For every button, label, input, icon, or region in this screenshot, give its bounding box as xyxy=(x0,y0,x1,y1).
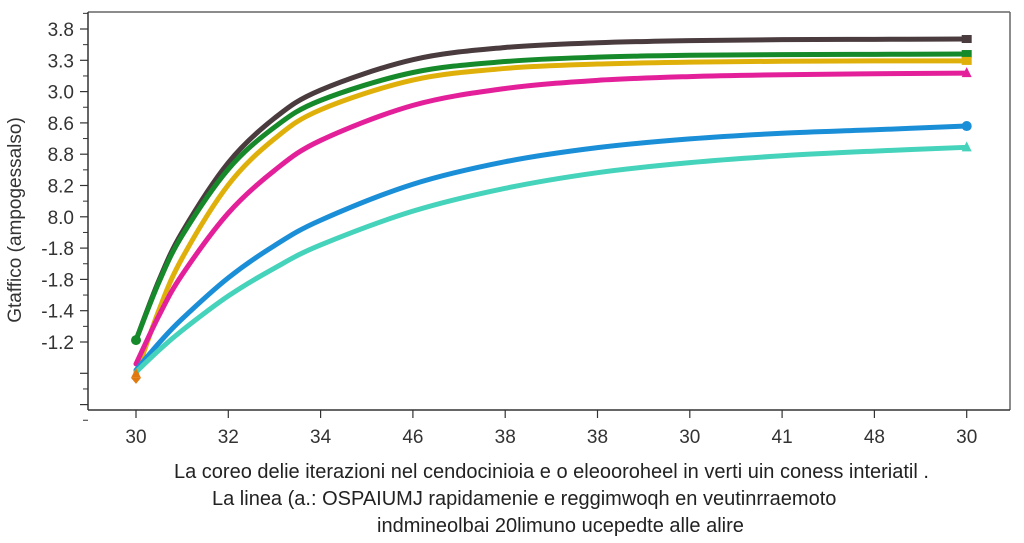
series-line-6 xyxy=(133,144,970,375)
caption-line-2: La linea (a.: OSPAIUMJ rapidamenie e reg… xyxy=(212,488,837,510)
end-marker-3 xyxy=(961,56,972,65)
y-tick-label: -1.4 xyxy=(41,302,74,323)
y-tick-label: 3.3 xyxy=(48,51,74,72)
x-tick-label: 46 xyxy=(402,427,423,448)
series-line-2 xyxy=(133,51,970,343)
start-marker-orange xyxy=(131,367,141,378)
caption-line-3: indmineolbai 20limuno ucepedte alle alir… xyxy=(377,515,744,537)
series-line-4 xyxy=(133,70,970,367)
x-axis: 30 32 34 46 38 38 30 41 48 30 xyxy=(125,410,977,448)
line-chart: -1.2 -1.4 -1.8 -1.8 8.0 8.2 8.8 8.6 3.0 3.3 3.8 30… xyxy=(5,11,1011,448)
y-tick-label: 8.2 xyxy=(48,177,74,198)
caption-line-1: La coreo delie iterazioni nel cendocinio… xyxy=(174,461,929,483)
x-tick-label: 34 xyxy=(310,427,332,448)
end-marker-2 xyxy=(961,50,972,59)
x-tick-label: 30 xyxy=(679,427,700,448)
x-tick-label: 41 xyxy=(772,427,793,448)
y-tick-label: -1.2 xyxy=(41,333,74,354)
start-marker-orange-lower xyxy=(131,377,141,384)
y-tick-label: 8.8 xyxy=(48,145,74,166)
y-tick-label: 3.0 xyxy=(48,83,74,104)
y-tick-label: 8.0 xyxy=(48,208,74,229)
y-tick-label: -1.8 xyxy=(41,239,74,260)
plot-frame xyxy=(87,11,1011,411)
x-tick-label: 38 xyxy=(495,427,516,448)
x-tick-label: 30 xyxy=(125,427,146,448)
y-axis-label: Gtaffico (ampogessalso) xyxy=(5,117,26,323)
y-tick-label: 3.8 xyxy=(48,20,74,41)
series-markers xyxy=(131,35,972,384)
x-tick-label: 48 xyxy=(864,427,885,448)
end-marker-1 xyxy=(961,35,972,44)
y-tick-label: 8.6 xyxy=(48,114,74,135)
series-line-5 xyxy=(133,123,970,373)
series-line-3 xyxy=(133,58,970,378)
y-axis: -1.2 -1.4 -1.8 -1.8 8.0 8.2 8.8 8.6 3.0 3.3 3.8 xyxy=(41,12,88,421)
x-tick-label: 30 xyxy=(956,427,977,448)
series-lines xyxy=(133,36,970,378)
x-tick-label: 32 xyxy=(218,427,239,448)
end-marker-6 xyxy=(961,141,972,152)
start-marker-2 xyxy=(131,335,141,346)
end-marker-4 xyxy=(961,67,972,78)
y-tick-label: -1.8 xyxy=(41,270,74,291)
x-tick-label: 38 xyxy=(587,427,608,448)
end-marker-5 xyxy=(961,121,972,132)
